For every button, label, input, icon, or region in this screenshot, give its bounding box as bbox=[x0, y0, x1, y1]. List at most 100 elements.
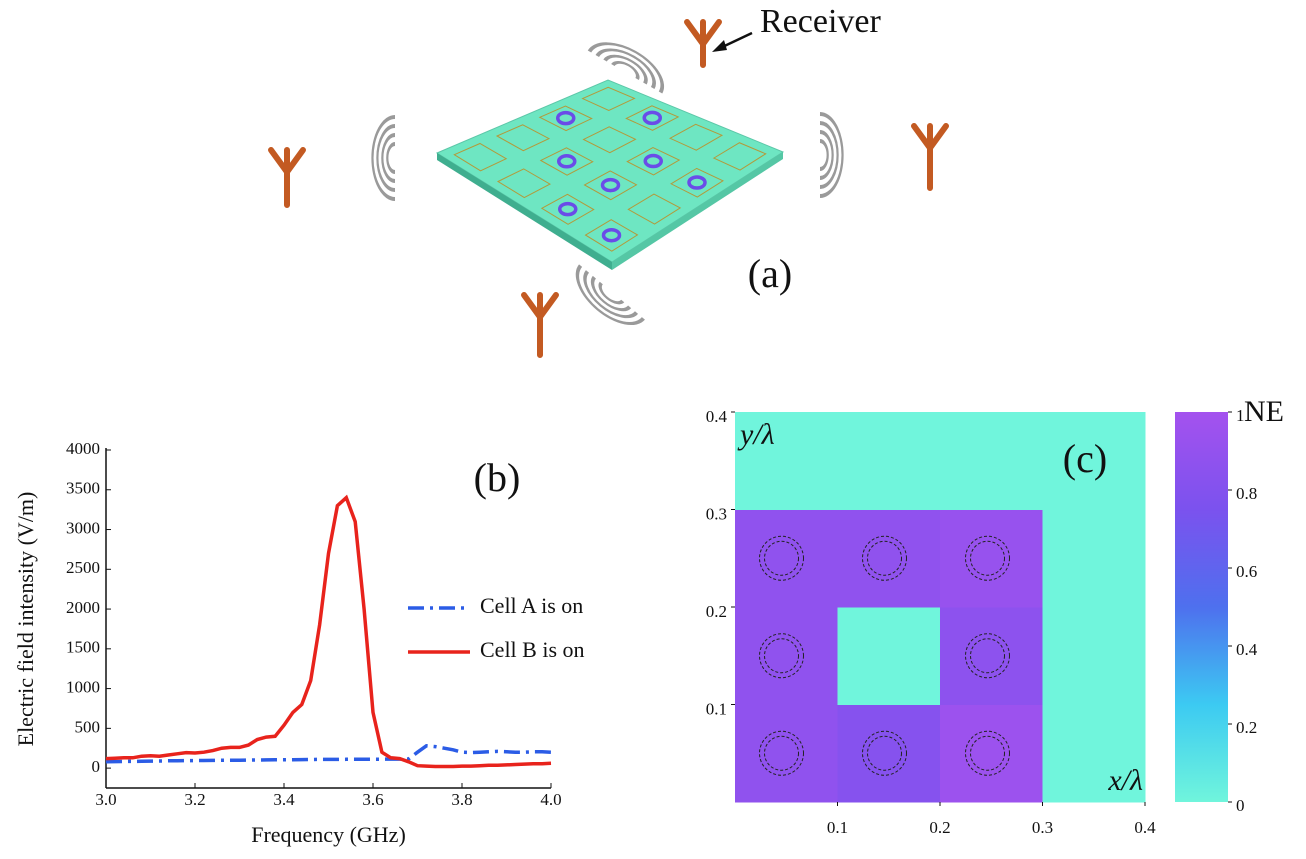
wave bbox=[575, 264, 645, 326]
unit-cell bbox=[495, 124, 551, 152]
ring-outline bbox=[965, 633, 1010, 679]
y-tick-label: 2000 bbox=[66, 598, 100, 617]
wave bbox=[819, 112, 844, 198]
ring bbox=[556, 110, 576, 126]
wave bbox=[595, 48, 656, 89]
y-tick-label: 500 bbox=[75, 717, 101, 736]
ring-outline bbox=[759, 535, 804, 581]
ring bbox=[557, 154, 577, 169]
unit-cell bbox=[497, 168, 551, 199]
heatmap-cell bbox=[1042, 704, 1146, 803]
heatmap-cell bbox=[1042, 607, 1146, 705]
y-tick-label: 0.3 bbox=[706, 504, 727, 523]
legend-label: Cell A is on bbox=[480, 593, 583, 618]
wave bbox=[371, 115, 396, 201]
board-edge bbox=[437, 153, 612, 270]
ring-outline bbox=[764, 638, 799, 674]
wave bbox=[603, 54, 648, 85]
antenna bbox=[268, 147, 306, 208]
y-tick-label: 0 bbox=[92, 757, 101, 776]
line-series bbox=[105, 743, 552, 764]
y-axis-label: Electric field intensity (V/m) bbox=[13, 492, 38, 747]
wave bbox=[376, 124, 396, 192]
heatmap-cell bbox=[735, 704, 838, 803]
ring-outline bbox=[759, 633, 804, 679]
y-tick-label: 1000 bbox=[66, 677, 100, 696]
colorbar-title: NE bbox=[1244, 395, 1284, 428]
heatmap-cell bbox=[940, 412, 1043, 510]
heatmap-cell bbox=[940, 704, 1043, 803]
antenna bbox=[521, 292, 559, 358]
unit-cell bbox=[625, 105, 680, 131]
x-tick-label: 0.2 bbox=[929, 818, 950, 837]
heatmap-cell bbox=[940, 509, 1043, 608]
antenna bbox=[911, 123, 949, 191]
wave bbox=[819, 130, 834, 180]
x-tick-label: 3.6 bbox=[362, 790, 383, 809]
x-tick-label: 0.3 bbox=[1032, 818, 1053, 837]
board-edge bbox=[612, 152, 783, 270]
ring-outline bbox=[862, 535, 907, 581]
heatmap-cell bbox=[1042, 509, 1146, 608]
x-axis-label: Frequency (GHz) bbox=[251, 822, 406, 847]
x-tick-label: 4.0 bbox=[540, 790, 561, 809]
wave bbox=[819, 121, 839, 189]
y-tick-label: 4000 bbox=[66, 439, 100, 458]
x-tick-label: 3.4 bbox=[273, 790, 295, 809]
legend-label: Cell B is on bbox=[480, 637, 585, 662]
unit-cell bbox=[627, 193, 682, 225]
heatmap-cell bbox=[1042, 412, 1146, 510]
wave bbox=[587, 42, 665, 94]
line-series bbox=[105, 494, 552, 769]
colorbar-tick-label: 0 bbox=[1236, 796, 1245, 815]
ring-outline bbox=[970, 735, 1005, 771]
x-tick-label: 3.0 bbox=[95, 790, 116, 809]
unit-cell bbox=[712, 142, 767, 171]
y-tick-label: 0.4 bbox=[706, 407, 728, 426]
heatmap-cell bbox=[837, 412, 941, 510]
ring-outline bbox=[764, 540, 799, 576]
ring bbox=[600, 177, 621, 193]
colorbar-tick-label: 0.8 bbox=[1236, 484, 1257, 503]
wave bbox=[819, 139, 829, 171]
unit-cell bbox=[583, 170, 638, 201]
ring-outline bbox=[862, 730, 907, 776]
panel-label: (b) bbox=[474, 455, 521, 500]
panel-label: (c) bbox=[1063, 436, 1107, 481]
ring-outline bbox=[867, 735, 902, 771]
diagram: Receiver (a) bbox=[268, 3, 949, 358]
ring-outline bbox=[970, 540, 1005, 576]
y-axis-label: y/λ bbox=[737, 418, 775, 451]
ring-outline bbox=[867, 540, 902, 576]
ring bbox=[687, 175, 707, 190]
unit-cell bbox=[582, 126, 637, 154]
unit-cell bbox=[626, 147, 681, 176]
receiver-label: Receiver bbox=[760, 3, 881, 40]
heatmap-cell bbox=[735, 509, 838, 608]
unit-cell bbox=[539, 147, 594, 176]
heatmap-cell bbox=[837, 704, 941, 803]
y-tick-label: 0.1 bbox=[706, 699, 727, 718]
heatmap-cell bbox=[735, 412, 838, 510]
unit-cell bbox=[581, 86, 636, 112]
heatmap-chart: 0.1 0.2 0.3 0.4 0.1 0.2 0.3 0.4 y/λ x/λ (c) 0 0.2 0.4… bbox=[706, 395, 1284, 837]
ring bbox=[601, 227, 622, 243]
wave bbox=[386, 142, 396, 174]
ring bbox=[558, 201, 578, 217]
x-tick-label: 0.1 bbox=[827, 818, 848, 837]
colorbar bbox=[1175, 412, 1228, 802]
x-tick-label: 3.2 bbox=[184, 790, 205, 809]
heatmap-cell bbox=[837, 607, 941, 705]
colorbar-tick-label: 0.2 bbox=[1236, 718, 1257, 737]
x-tick-label: 0.4 bbox=[1134, 818, 1156, 837]
heatmap-cell bbox=[837, 509, 941, 608]
wave bbox=[598, 281, 625, 305]
wave bbox=[590, 275, 632, 312]
y-tick-label: 0.2 bbox=[706, 602, 727, 621]
x-axis-label: x/λ bbox=[1107, 764, 1143, 797]
unit-cell bbox=[668, 123, 724, 151]
ring-outline bbox=[965, 730, 1010, 776]
colorbar-tick-label: 0.4 bbox=[1236, 640, 1258, 659]
heatmap-cell bbox=[940, 607, 1043, 705]
